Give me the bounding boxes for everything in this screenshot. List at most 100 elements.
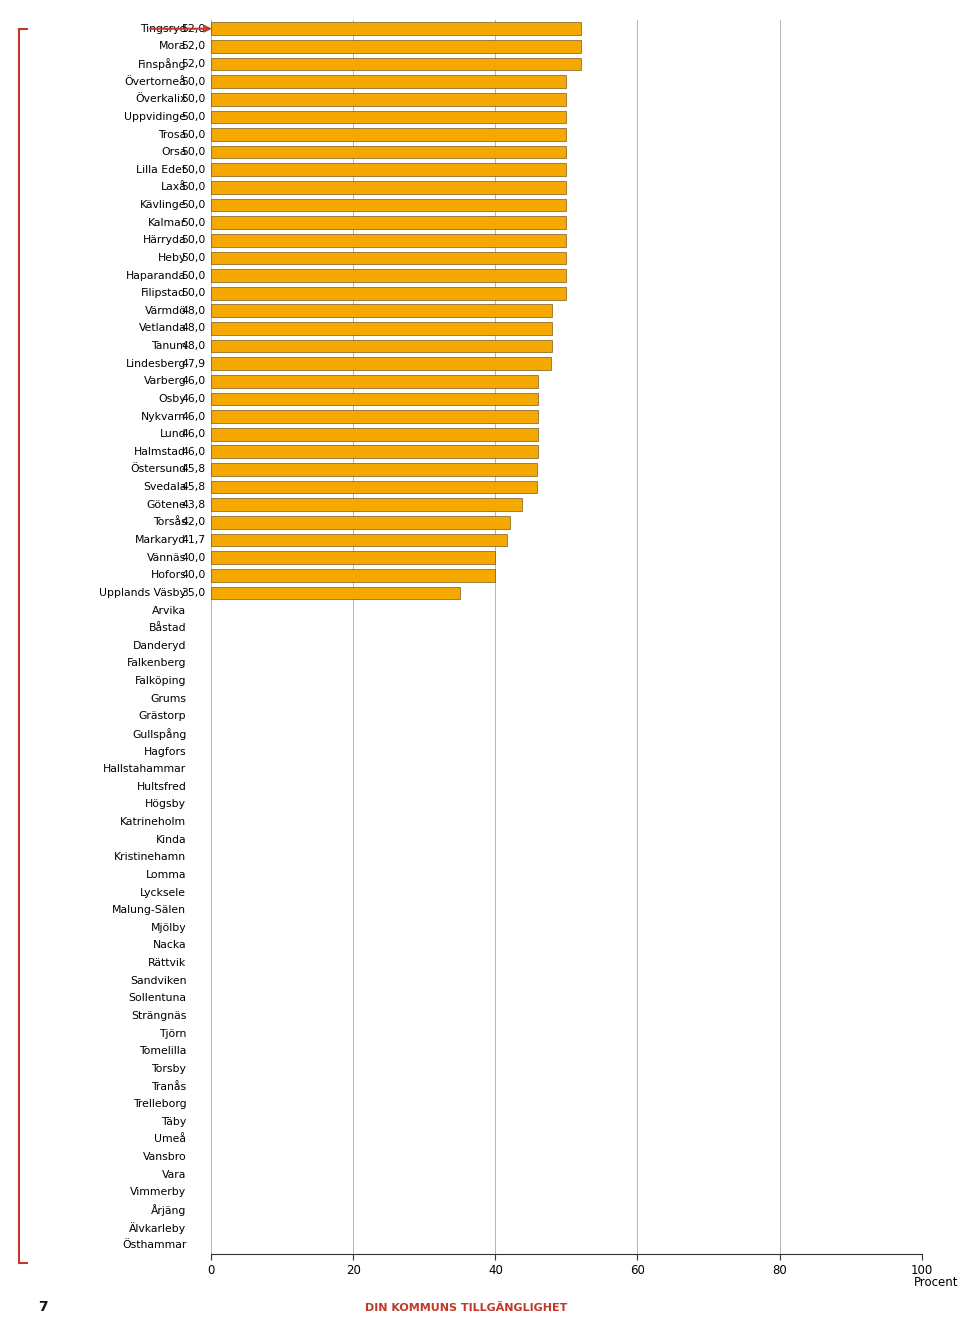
Text: Tingsryd: Tingsryd: [140, 24, 186, 33]
Text: Arvika: Arvika: [153, 605, 186, 616]
Text: 46,0: 46,0: [181, 394, 205, 403]
Text: Härryda: Härryda: [143, 235, 186, 245]
Text: Värmdö: Värmdö: [144, 305, 186, 316]
Text: Svedala: Svedala: [143, 482, 186, 492]
Text: Osby: Osby: [158, 394, 186, 403]
Text: Lycksele: Lycksele: [140, 888, 186, 897]
Text: Årjäng: Årjäng: [151, 1204, 186, 1216]
Text: 50,0: 50,0: [181, 147, 205, 157]
Text: 50,0: 50,0: [181, 182, 205, 192]
Text: 52,0: 52,0: [181, 58, 205, 69]
Text: Östersund: Östersund: [131, 464, 186, 475]
Text: Laxå: Laxå: [160, 182, 186, 192]
Text: Finspång: Finspång: [138, 58, 186, 70]
Text: Nykvarn: Nykvarn: [141, 411, 186, 422]
Text: Kävlinge: Kävlinge: [140, 200, 186, 210]
Bar: [211, 269, 566, 281]
Text: Högsby: Högsby: [145, 799, 186, 809]
Bar: [211, 216, 566, 230]
Bar: [211, 446, 538, 458]
Text: Tanum: Tanum: [151, 341, 186, 352]
Bar: [211, 340, 552, 353]
Bar: [211, 427, 538, 441]
Text: Hultsfred: Hultsfred: [136, 782, 186, 792]
Text: Markaryd: Markaryd: [135, 535, 186, 545]
Text: Vimmerby: Vimmerby: [131, 1188, 186, 1197]
Text: 50,0: 50,0: [181, 130, 205, 139]
Bar: [211, 357, 551, 370]
Text: 40,0: 40,0: [181, 571, 205, 580]
Bar: [211, 40, 581, 53]
Text: 50,0: 50,0: [181, 94, 205, 105]
Text: 48,0: 48,0: [181, 324, 205, 333]
Text: 48,0: 48,0: [181, 341, 205, 352]
Text: Torsås: Torsås: [153, 518, 186, 527]
Text: Kristinehamn: Kristinehamn: [114, 852, 186, 863]
Bar: [211, 304, 552, 317]
Text: Haparanda: Haparanda: [126, 271, 186, 280]
Bar: [211, 393, 538, 405]
Text: Lilla Edet: Lilla Edet: [136, 165, 186, 175]
Text: Tranås: Tranås: [152, 1082, 186, 1092]
Bar: [211, 551, 495, 564]
Bar: [211, 480, 537, 494]
Bar: [211, 146, 566, 158]
Text: 46,0: 46,0: [181, 411, 205, 422]
Bar: [211, 163, 566, 176]
Text: Kinda: Kinda: [156, 835, 186, 845]
Text: 52,0: 52,0: [181, 41, 205, 52]
Bar: [211, 23, 581, 35]
Bar: [211, 93, 566, 106]
Text: Lomma: Lomma: [146, 871, 186, 880]
Text: Täby: Täby: [161, 1117, 186, 1127]
Text: Östhammar: Östhammar: [122, 1241, 186, 1250]
Text: Rättvik: Rättvik: [148, 958, 186, 969]
Text: Umeå: Umeå: [155, 1135, 186, 1144]
Text: Grums: Grums: [151, 694, 186, 703]
Text: Lindesberg: Lindesberg: [126, 358, 186, 369]
Text: Tomelilla: Tomelilla: [139, 1046, 186, 1056]
Text: Mjölby: Mjölby: [151, 922, 186, 933]
Text: Vännäs: Vännäs: [147, 552, 186, 563]
Text: Götene: Götene: [147, 500, 186, 510]
Bar: [211, 234, 566, 247]
Bar: [211, 180, 566, 194]
Text: Orsa: Orsa: [161, 147, 186, 157]
Bar: [211, 587, 460, 600]
Text: Överkalix: Överkalix: [135, 94, 186, 105]
Text: Lund: Lund: [159, 429, 186, 439]
X-axis label: Procent: Procent: [914, 1277, 958, 1290]
Bar: [211, 499, 522, 511]
Bar: [211, 110, 566, 123]
Text: 45,8: 45,8: [181, 464, 205, 475]
Bar: [211, 569, 495, 581]
Text: 46,0: 46,0: [181, 377, 205, 386]
Text: Upplands Väsby: Upplands Väsby: [100, 588, 186, 598]
Text: Älvkarleby: Älvkarleby: [130, 1222, 186, 1234]
Text: 50,0: 50,0: [181, 218, 205, 228]
Text: 40,0: 40,0: [181, 552, 205, 563]
Text: 7: 7: [38, 1300, 48, 1314]
Text: Kalmar: Kalmar: [148, 218, 186, 228]
Text: 50,0: 50,0: [181, 77, 205, 86]
Text: 50,0: 50,0: [181, 271, 205, 280]
Text: Hallstahammar: Hallstahammar: [103, 764, 186, 774]
Text: Gullspång: Gullspång: [132, 729, 186, 740]
Bar: [211, 516, 510, 528]
Text: 50,0: 50,0: [181, 200, 205, 210]
Text: 50,0: 50,0: [181, 253, 205, 263]
Text: 50,0: 50,0: [181, 165, 205, 175]
Text: 50,0: 50,0: [181, 288, 205, 299]
Bar: [211, 322, 552, 334]
Text: Falkenberg: Falkenberg: [127, 658, 186, 669]
Text: Katrineholm: Katrineholm: [120, 817, 186, 827]
Text: Malung-Sälen: Malung-Sälen: [112, 905, 186, 916]
Text: 41,7: 41,7: [181, 535, 205, 545]
Text: Heby: Heby: [158, 253, 186, 263]
Bar: [211, 463, 537, 476]
Text: Grästorp: Grästorp: [138, 711, 186, 722]
Text: Sandviken: Sandviken: [130, 975, 186, 986]
Text: Hofors: Hofors: [151, 571, 186, 580]
Text: 46,0: 46,0: [181, 429, 205, 439]
Text: DIN KOMMUNS TILLGÄNGLIGHET: DIN KOMMUNS TILLGÄNGLIGHET: [365, 1303, 567, 1314]
